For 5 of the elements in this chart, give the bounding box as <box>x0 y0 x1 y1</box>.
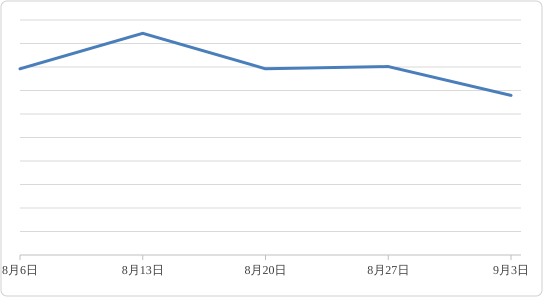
x-tick-label: 9月3日 <box>493 263 529 277</box>
x-tick-label: 8月20日 <box>244 263 286 277</box>
x-tick-label: 8月6日 <box>2 263 38 277</box>
x-tick-label: 8月27日 <box>367 263 410 277</box>
x-tick-label: 8月13日 <box>122 263 164 277</box>
